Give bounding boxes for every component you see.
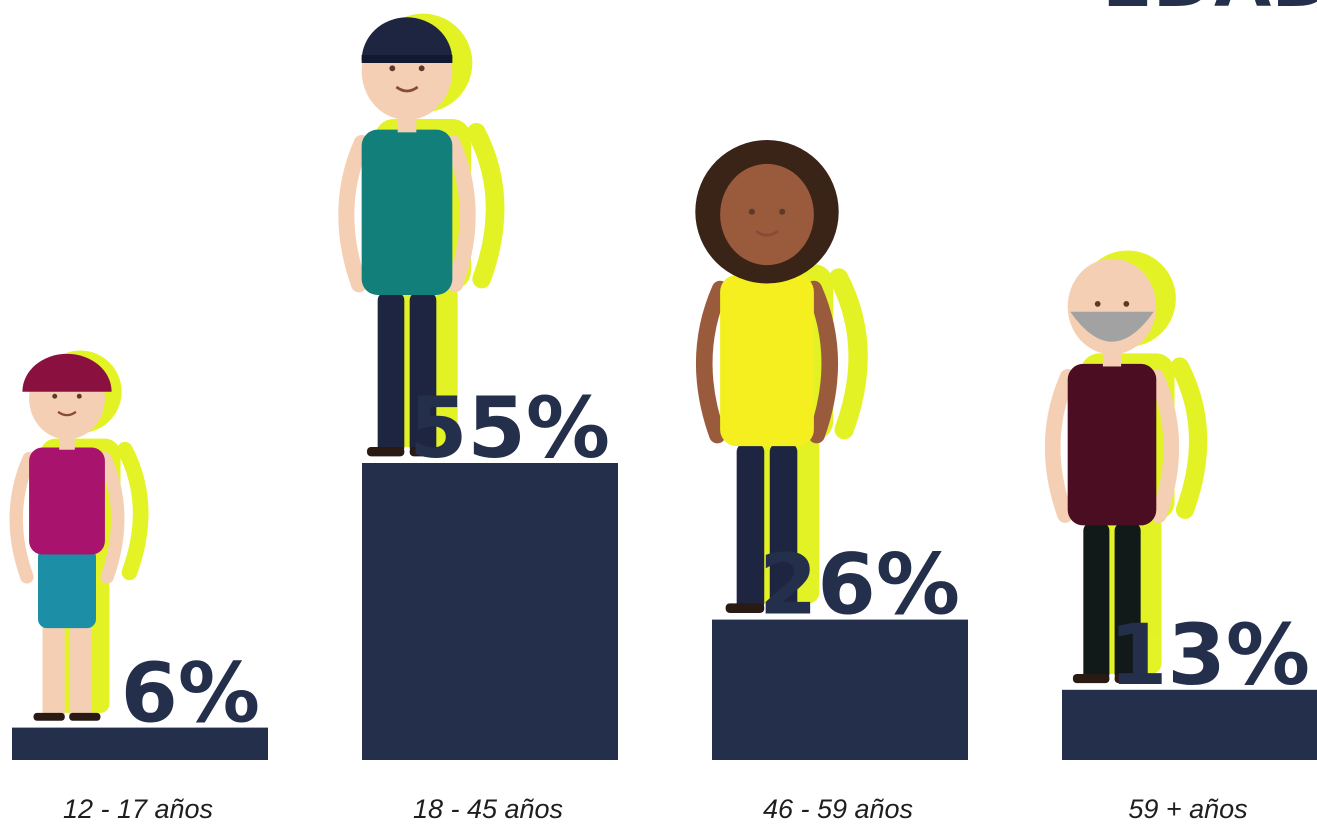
older-man-icon bbox=[1044, 250, 1208, 684]
bar-1 bbox=[12, 727, 268, 760]
bar-2 bbox=[362, 463, 618, 760]
bar-3 bbox=[712, 619, 968, 760]
category-label-1: 12 - 17 años bbox=[63, 794, 213, 824]
category-label-3: 46 - 59 años bbox=[763, 794, 913, 824]
young-man-icon bbox=[338, 13, 505, 457]
figures-group bbox=[9, 13, 1208, 721]
teen-girl-icon bbox=[9, 350, 149, 721]
value-label-1: 6% bbox=[121, 647, 260, 742]
woman-curly-hair-icon bbox=[695, 140, 868, 613]
category-label-2: 18 - 45 años bbox=[413, 794, 563, 824]
value-label-2: 55% bbox=[409, 379, 610, 477]
value-label-3: 26% bbox=[759, 536, 960, 634]
category-labels-group: 12 - 17 años 18 - 45 años 46 - 59 años 59 +… bbox=[63, 794, 1248, 824]
value-label-4: 13% bbox=[1109, 606, 1310, 704]
bars-group bbox=[12, 463, 1317, 760]
chart-title: EDAD bbox=[1102, 0, 1317, 24]
value-labels-group: 6% 55% 26% 13% bbox=[121, 379, 1310, 742]
bar-4 bbox=[1062, 689, 1317, 760]
category-label-4: 59 + años bbox=[1128, 794, 1247, 824]
